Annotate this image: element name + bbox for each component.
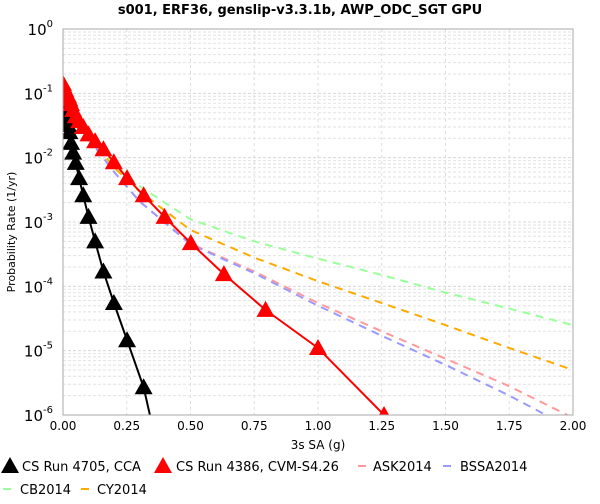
legend: CS Run 4705, CCA CS Run 4386, CVM-S4.26 AS… [1, 457, 527, 498]
data-point-marker [309, 339, 327, 356]
y-tick-exponent: -1 [43, 83, 53, 94]
y-tick-label: 100 [28, 19, 53, 39]
data-point-marker [104, 153, 123, 170]
y-tick-label: 10-1 [24, 83, 53, 103]
y-tick-exponent: -3 [43, 212, 53, 223]
legend-item: CY2014 [81, 483, 147, 498]
x-tick-label: 1.50 [432, 419, 459, 433]
data-point-marker [118, 169, 137, 186]
data-point-marker [104, 294, 123, 311]
y-tick-base: 10 [24, 150, 43, 168]
x-tick-label: 0.50 [177, 419, 204, 433]
legend-label: CS Run 4386, CVM-S4.26 [176, 460, 339, 475]
data-point-marker [64, 143, 83, 160]
data-point-marker [256, 300, 275, 317]
y-axis-label: Probability Rate (1/yr) [5, 172, 18, 293]
data-point-marker [74, 186, 93, 203]
data-point-marker [63, 116, 78, 133]
plot-border [62, 28, 574, 416]
y-tick-exponent: -5 [43, 341, 53, 352]
y-tick-label: 10-4 [24, 276, 53, 296]
legend-label: CB2014 [20, 483, 71, 498]
data-point-marker [70, 169, 89, 186]
data-point-marker [63, 133, 81, 150]
y-tick-base: 10 [24, 278, 43, 296]
x-tick-label: 0.75 [241, 419, 268, 433]
data-point-marker [66, 153, 85, 170]
grid [62, 29, 574, 416]
x-tick-label: 2.00 [560, 419, 587, 433]
data-point-marker [134, 186, 153, 203]
x-tick-label: 1.75 [496, 419, 523, 433]
legend-label: BSSA2014 [460, 460, 527, 475]
y-tick-base: 10 [24, 85, 43, 103]
legend-triangle-icon [154, 457, 172, 473]
y-tick-base: 10 [28, 21, 47, 39]
data-point-marker [134, 378, 153, 395]
legend-triangle-icon [1, 457, 19, 473]
data-point-marker [94, 262, 113, 279]
data-point-marker [155, 207, 174, 224]
y-tick-base: 10 [24, 407, 43, 425]
legend-label: ASK2014 [373, 460, 432, 475]
legend-item: CS Run 4386, CVM-S4.26 [154, 457, 339, 475]
data-point-marker [86, 132, 105, 149]
legend-label: CS Run 4705, CCA [22, 460, 141, 475]
y-tick-exponent: -4 [43, 276, 53, 287]
x-tick-label: 1.25 [368, 419, 395, 433]
x-tick-label: 1.00 [305, 419, 332, 433]
y-tick-base: 10 [24, 343, 43, 361]
y-tick-label: 10-5 [24, 341, 53, 361]
x-axis-label: 3s SA (g) [291, 438, 346, 452]
x-tick-label: 0.25 [113, 419, 140, 433]
y-tick-base: 10 [24, 214, 43, 232]
series-line-cy2014 [64, 85, 573, 371]
data-point-marker [94, 140, 113, 157]
data-point-marker [118, 331, 137, 348]
y-tick-exponent: 0 [47, 19, 53, 30]
series-group [63, 74, 573, 415]
y-tick-label: 10-6 [24, 405, 53, 425]
legend-item: CS Run 4705, CCA [1, 457, 141, 475]
data-point-marker [86, 232, 105, 249]
chart-title: s001, ERF36, genslip-v3.3.1b, AWP_ODC_SG… [118, 3, 482, 18]
legend-item: BSSA2014 [443, 460, 527, 475]
legend-item: ASK2014 [358, 460, 432, 475]
y-tick-exponent: -2 [43, 148, 53, 159]
data-point-marker [79, 207, 98, 224]
x-axis-ticks: 0.00 0.25 0.50 0.75 1.00 1.25 1.50 1.75 2.00 [50, 419, 587, 433]
data-point-marker [63, 123, 79, 140]
data-point-marker [214, 265, 233, 282]
series-line-ask2014 [64, 85, 570, 415]
legend-label: CY2014 [97, 483, 147, 498]
legend-item: CB2014 [3, 483, 71, 498]
y-tick-exponent: -6 [43, 405, 53, 416]
data-point-marker [378, 406, 390, 415]
y-tick-label: 10-3 [24, 212, 53, 232]
y-tick-label: 10-2 [24, 148, 53, 168]
series-line-bssa2014 [64, 85, 549, 415]
data-point-marker [181, 234, 200, 251]
x-tick-label: 0.00 [50, 419, 77, 433]
